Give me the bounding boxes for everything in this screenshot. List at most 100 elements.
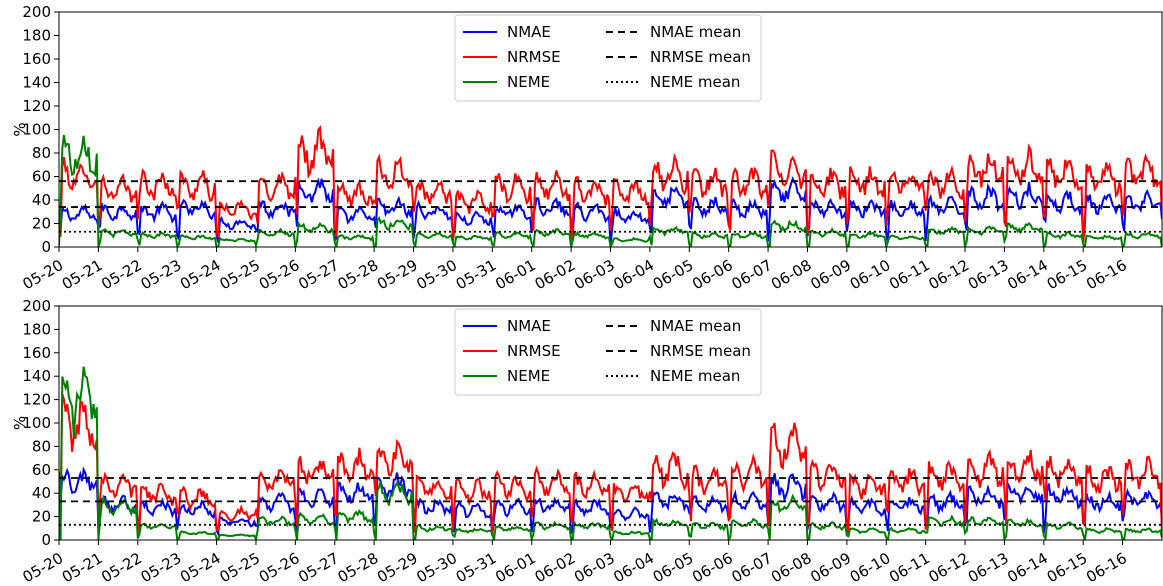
x-tick-label: 06-09: [807, 549, 854, 582]
series-line-nrmse: [59, 393, 1162, 536]
x-tick-label: 06-01: [492, 256, 539, 293]
legend-label: NMAE mean: [650, 317, 741, 335]
y-axis-label: %: [11, 122, 29, 136]
series-line-neme: [59, 366, 1162, 540]
y-tick-label: 120: [22, 97, 51, 115]
series-line-nmae: [59, 176, 1162, 245]
x-tick-label: 05-27: [295, 549, 342, 582]
y-tick-label: 0: [41, 238, 51, 256]
x-tick-label: 05-25: [216, 256, 263, 293]
y-tick-label: 100: [22, 121, 51, 139]
x-tick-label: 06-15: [1044, 256, 1091, 293]
y-tick-label: 60: [32, 168, 51, 186]
x-tick-label: 05-30: [413, 549, 460, 582]
x-tick-label: 05-22: [98, 549, 145, 582]
plot-frame: [58, 305, 1163, 541]
y-tick-label: 180: [22, 320, 51, 338]
legend-label: NEME mean: [650, 367, 740, 385]
x-tick-label: 06-10: [847, 256, 894, 293]
x-tick-label: 05-28: [335, 256, 382, 293]
x-tick-label: 05-26: [256, 549, 303, 582]
legend-label: NRMSE mean: [650, 342, 751, 360]
x-tick-label: 05-29: [374, 549, 421, 582]
x-tick-label: 05-28: [335, 549, 382, 582]
y-tick-label: 20: [32, 508, 51, 526]
series-line-neme: [59, 134, 1162, 247]
legend-label: NEME: [507, 367, 550, 385]
legend-label: NMAE: [507, 23, 551, 41]
x-tick-label: 06-03: [571, 256, 618, 293]
x-tick-label: 06-14: [1004, 256, 1051, 293]
x-tick-label: 05-20: [19, 549, 66, 582]
y-tick-label: 120: [22, 391, 51, 409]
x-tick-label: 06-12: [926, 256, 973, 293]
x-tick-label: 05-20: [19, 256, 66, 293]
x-tick-label: 06-01: [492, 549, 539, 582]
x-tick-label: 06-03: [571, 549, 618, 582]
x-tick-label: 06-08: [768, 256, 815, 293]
legend-label: NRMSE: [507, 48, 561, 66]
y-tick-label: 100: [22, 414, 51, 432]
chart-panel-top: 020406080100120140160180200%05-2005-2105…: [11, 3, 1163, 293]
x-tick-label: 06-05: [650, 549, 697, 582]
y-tick-label: 0: [41, 531, 51, 549]
y-tick-label: 40: [32, 191, 51, 209]
x-tick-label: 06-05: [650, 256, 697, 293]
x-tick-label: 06-11: [886, 256, 933, 293]
y-tick-label: 80: [32, 144, 51, 162]
x-tick-label: 05-26: [256, 256, 303, 293]
x-tick-label: 06-15: [1044, 549, 1091, 582]
x-tick-label: 06-13: [965, 256, 1012, 293]
y-tick-label: 80: [32, 437, 51, 455]
y-tick-label: 200: [22, 297, 51, 315]
x-tick-label: 05-22: [98, 256, 145, 293]
x-tick-label: 05-23: [138, 256, 185, 293]
y-tick-label: 160: [22, 50, 51, 68]
y-tick-label: 200: [22, 3, 51, 21]
x-tick-label: 06-09: [807, 256, 854, 293]
x-tick-label: 06-08: [768, 549, 815, 582]
legend-label: NMAE mean: [650, 23, 741, 41]
legend-label: NMAE: [507, 317, 551, 335]
legend: NMAE NRMSE NEME NMAE mean NRMSE mean NEME mea…: [454, 308, 762, 396]
chart-panel-bottom: 020406080100120140160180200%05-2005-2105…: [11, 297, 1163, 586]
y-tick-label: 140: [22, 367, 51, 385]
y-tick-label: 160: [22, 344, 51, 362]
x-tick-label: 06-04: [610, 549, 657, 582]
x-tick-label: 06-13: [965, 549, 1012, 582]
x-tick-label: 06-02: [532, 549, 579, 582]
x-tick-label: 06-07: [729, 549, 776, 582]
y-tick-label: 140: [22, 74, 51, 92]
legend-label: NEME mean: [650, 73, 740, 91]
legend-label: NRMSE: [507, 342, 561, 360]
x-tick-label: 05-21: [59, 549, 106, 582]
x-tick-label: 06-11: [886, 549, 933, 582]
x-tick-label: 05-25: [216, 549, 263, 582]
y-tick-label: 40: [32, 484, 51, 502]
x-tick-label: 06-06: [689, 549, 736, 582]
x-tick-label: 06-14: [1004, 549, 1051, 582]
series-line-nmae: [59, 466, 1162, 538]
x-tick-label: 05-31: [453, 549, 500, 582]
x-tick-label: 05-31: [453, 256, 500, 293]
y-tick-label: 60: [32, 461, 51, 479]
y-axis-label: %: [11, 416, 29, 430]
x-tick-label: 06-04: [610, 256, 657, 293]
x-tick-label: 06-12: [926, 549, 973, 582]
x-tick-label: 05-23: [138, 549, 185, 582]
series-line-nrmse: [59, 125, 1162, 243]
x-tick-label: 06-07: [729, 256, 776, 293]
legend: NMAE NRMSE NEME NMAE mean NRMSE mean NEME mea…: [454, 14, 762, 102]
y-tick-label: 180: [22, 27, 51, 45]
y-tick-label: 20: [32, 215, 51, 233]
x-tick-label: 05-21: [59, 256, 106, 293]
legend-label: NEME: [507, 73, 550, 91]
x-tick-label: 06-06: [689, 256, 736, 293]
x-tick-label: 06-16: [1083, 549, 1130, 582]
x-tick-label: 05-30: [413, 256, 460, 293]
x-tick-label: 06-16: [1083, 256, 1130, 293]
x-tick-label: 05-27: [295, 256, 342, 293]
x-tick-label: 05-24: [177, 549, 224, 582]
x-tick-label: 06-10: [847, 549, 894, 582]
